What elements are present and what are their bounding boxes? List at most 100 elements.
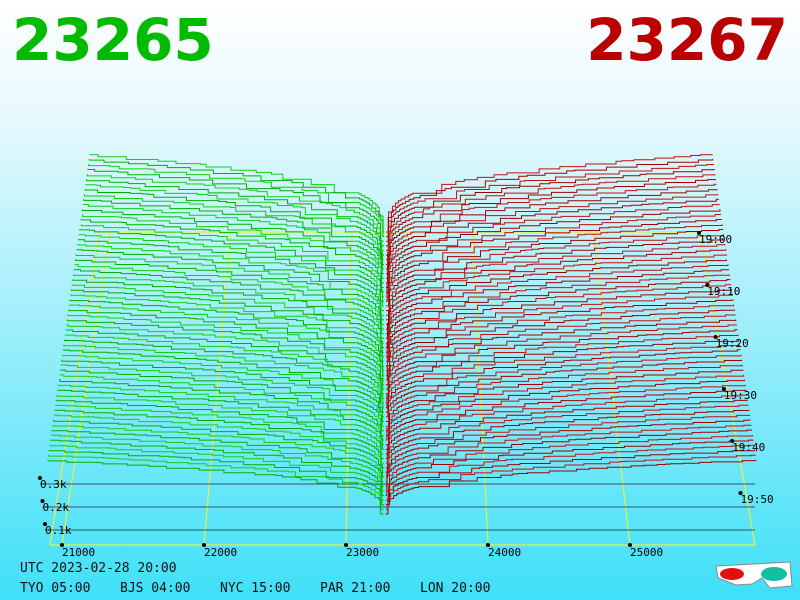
- ask-depth-line: [386, 164, 714, 242]
- bid-depth-line: [51, 429, 384, 487]
- time-label: 19:10: [707, 285, 740, 298]
- bid-depth-line: [67, 314, 384, 381]
- ask-depth-line: [385, 379, 745, 441]
- bid-depth-line: [72, 279, 384, 349]
- ask-depth-line: [385, 409, 750, 469]
- ask-depth-line: [385, 414, 750, 473]
- time-label: 19:00: [699, 233, 732, 246]
- ask-depth-line: [386, 154, 713, 233]
- ask-depth-line: [385, 319, 737, 386]
- bid-depth-line: [50, 439, 384, 496]
- bid-depth-line: [77, 239, 384, 312]
- ask-depth-line: [386, 189, 718, 265]
- bid-depth-line: [88, 164, 385, 242]
- ask-depth-line: [385, 364, 743, 427]
- bid-depth-line: [47, 460, 384, 515]
- price-grid-line: [203, 231, 232, 546]
- ask-depth-line: [385, 274, 730, 344]
- clock-label: LON 20:00: [420, 581, 490, 596]
- ask-depth-line: [386, 249, 727, 321]
- ask-depth-line: [385, 339, 739, 404]
- ask-depth-line: [386, 224, 723, 298]
- ask-depth-line: [386, 219, 722, 293]
- tick-dot: [60, 543, 64, 547]
- bid-depth-line: [66, 319, 384, 386]
- bid-depth-line: [77, 244, 384, 316]
- tick-dot: [713, 335, 718, 339]
- ask-depth-line: [385, 439, 754, 496]
- bid-depth-line: [79, 229, 384, 302]
- ask-depth-line: [385, 369, 744, 432]
- bid-depth-line: [64, 334, 384, 399]
- bid-depth-line: [65, 329, 384, 395]
- ask-depth-line: [385, 294, 733, 362]
- clock-label: TYO 05:00: [20, 581, 90, 596]
- clock-label: NYC 15:00: [220, 581, 290, 596]
- bid-depth-line: [57, 384, 384, 446]
- price-grid-line: [61, 231, 111, 546]
- ask-depth-line: [386, 254, 727, 325]
- bid-depth-line: [75, 259, 384, 330]
- time-label: 19:20: [716, 337, 749, 350]
- ask-depth-line: [386, 264, 729, 335]
- bid-depth-line: [68, 309, 384, 376]
- ask-price: 23267: [586, 6, 788, 74]
- bid-depth-line: [48, 450, 384, 506]
- bid-depth-line: [62, 349, 384, 413]
- ask-depth-line: [385, 374, 745, 436]
- bid-depth-line: [53, 419, 384, 478]
- axis-labels: 21000 22000 23000 24000 25000 0.3k 0.2k 0.1k 19:…: [38, 231, 774, 559]
- bid-depth-line: [68, 304, 384, 372]
- tick-dot: [38, 476, 42, 480]
- ask-depth-line: [385, 384, 746, 446]
- ask-depth-line: [386, 269, 730, 339]
- ask-depth-line: [385, 389, 747, 450]
- bid-depth-line: [50, 434, 384, 492]
- bid-depth-line: [55, 404, 384, 464]
- ask-depth-line: [385, 454, 756, 510]
- bid-depth-line: [53, 414, 384, 473]
- volume-label: 0.2k: [43, 501, 70, 514]
- bid-depth-line: [88, 159, 385, 238]
- ask-depth-line: [385, 279, 731, 349]
- bid-depth-line: [61, 359, 384, 422]
- ask-depth-line: [385, 304, 735, 372]
- bid-depth-line: [59, 369, 384, 432]
- volume-label: 0.1k: [45, 524, 72, 537]
- bid-depth-line: [55, 399, 384, 459]
- ask-depth-line: [385, 309, 735, 376]
- bid-depth-line: [59, 374, 384, 436]
- bid-depth-line: [84, 194, 384, 270]
- ask-depth-line: [385, 329, 738, 395]
- tick-dot: [43, 522, 47, 526]
- ask-depth-line: [385, 429, 753, 487]
- ask-depth-line: [386, 159, 714, 238]
- ask-depth-line: [385, 450, 756, 506]
- ask-depth-line: [385, 460, 757, 515]
- bid-depth-line: [60, 364, 384, 427]
- ask-depth-line: [386, 244, 726, 316]
- bid-price: 23265: [12, 6, 214, 74]
- tick-dot: [697, 231, 701, 235]
- time-label: 19:30: [724, 389, 757, 402]
- tick-dot: [721, 387, 726, 391]
- bid-depth-line: [49, 445, 384, 501]
- ask-depth-line: [385, 349, 741, 413]
- bid-depth-line: [89, 154, 385, 233]
- ask-depth-line: [386, 239, 725, 312]
- price-label: 25000: [630, 546, 663, 559]
- utc-time: UTC 2023-02-28 20:00: [20, 561, 177, 576]
- ask-depth-line: [386, 198, 719, 275]
- ask-depth-line: [386, 214, 722, 288]
- world-clocks: TYO 05:00 BJS 04:00 NYC 15:00 PAR 21:00 LON …: [20, 581, 490, 596]
- bid-depth-line: [57, 389, 384, 450]
- ask-depth-line: [386, 234, 724, 307]
- ask-depth-line: [386, 209, 721, 284]
- bid-depth-line: [82, 204, 384, 279]
- bid-depth-line: [74, 264, 384, 335]
- ask-depth-line: [385, 359, 743, 422]
- ask-depth-line: [385, 394, 748, 455]
- bid-depth-line: [80, 219, 384, 293]
- 3d-glasses-icon: [715, 561, 793, 589]
- ask-depth-line: [386, 174, 716, 251]
